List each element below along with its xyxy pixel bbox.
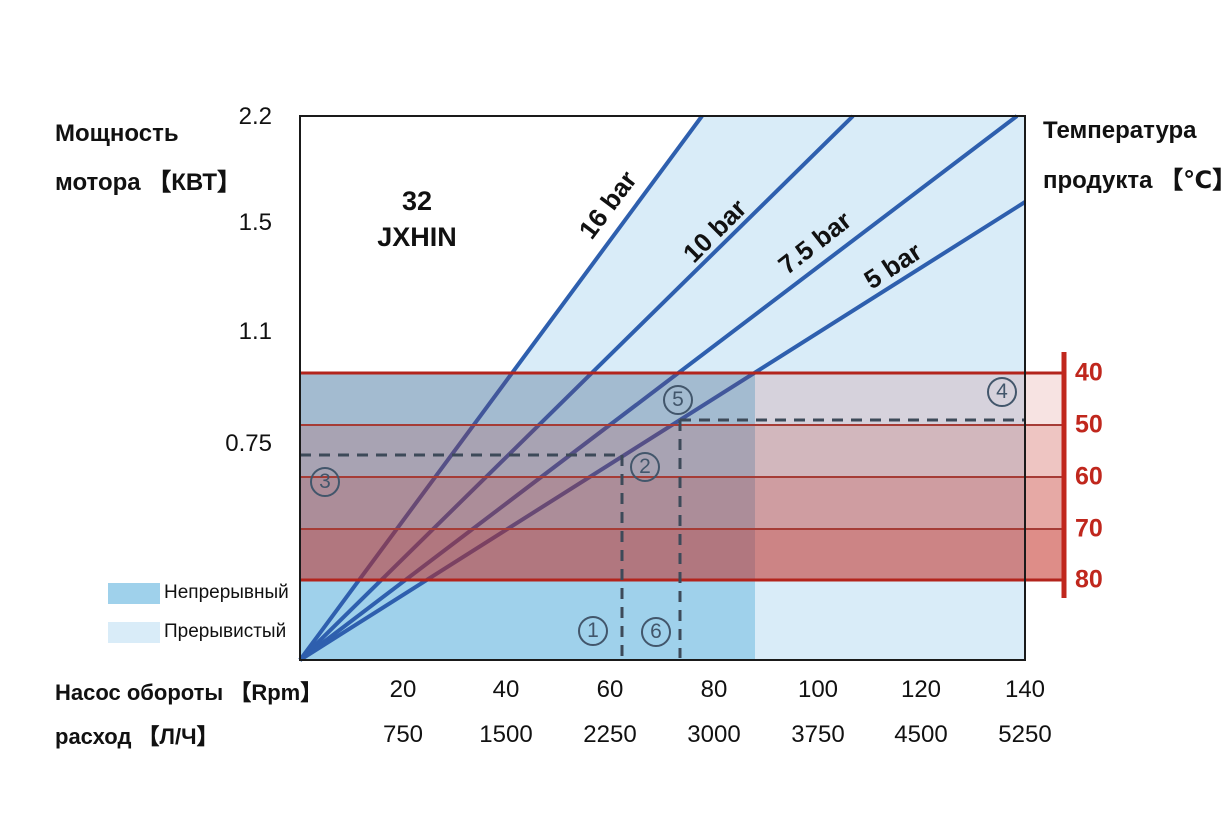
flow-tick-4500: 4500	[894, 721, 948, 748]
legend-item-continuous: Непрерывный	[108, 582, 289, 604]
legend-item-intermittent: Прерывистый	[108, 621, 286, 643]
flow-tick-2250: 2250	[583, 721, 637, 748]
rpm-axis-title: Насос обороты 【Rpm】	[55, 680, 323, 705]
legend-swatch-continuous	[108, 582, 160, 604]
marker-6: 6	[641, 617, 671, 647]
rpm-tick-20: 20	[389, 676, 417, 703]
temp-tick-60: 60	[1075, 462, 1103, 491]
rpm-tick-100: 100	[797, 676, 839, 703]
rpm-tick-40: 40	[492, 676, 520, 703]
guide-lines	[300, 418, 1025, 658]
flow-tick-1500: 1500	[479, 721, 533, 748]
temp-tick-40: 40	[1075, 358, 1103, 387]
rpm-tick-60: 60	[596, 676, 624, 703]
brand-name: JXHIN	[377, 222, 457, 252]
marker-4: 4	[987, 377, 1017, 407]
power-tick-1-1: 1.1	[238, 318, 272, 345]
temp-tick-70: 70	[1075, 514, 1103, 543]
power-tick-0-75: 0.75	[225, 430, 272, 457]
legend-label-continuous: Непрерывный	[164, 582, 289, 603]
temp-tick-50: 50	[1075, 410, 1103, 439]
legend-swatch-intermittent	[108, 621, 160, 643]
flow-tick-3000: 3000	[687, 721, 741, 748]
rpm-tick-120: 120	[900, 676, 942, 703]
flow-tick-5250: 5250	[998, 721, 1052, 748]
plot-border	[299, 115, 1026, 661]
temp-band-70-80	[300, 529, 1064, 580]
power-tick-1-5: 1.5	[238, 209, 272, 236]
power-tick-2-2: 2.2	[238, 103, 272, 130]
temp-band-60-70	[300, 477, 1064, 529]
marker-3: 3	[310, 467, 340, 497]
temp-axis-title-line1: Температура	[1043, 117, 1197, 144]
rpm-tick-80: 80	[700, 676, 728, 703]
flow-tick-750: 750	[382, 721, 424, 748]
rpm-tick-140: 140	[1004, 676, 1046, 703]
curve-5bar	[298, 200, 1027, 662]
model-number: 32	[401, 186, 433, 216]
temp-tick-80: 80	[1075, 565, 1103, 594]
flow-tick-3750: 3750	[791, 721, 845, 748]
marker-5: 5	[663, 385, 693, 415]
temp-axis-title-line2: продукта 【℃】	[1043, 167, 1232, 194]
flow-axis-title: расход 【Л/Ч】	[55, 724, 219, 749]
marker-1: 1	[578, 616, 608, 646]
legend-label-intermittent: Прерывистый	[164, 621, 287, 642]
marker-2: 2	[630, 452, 660, 482]
power-axis-title-line1: Мощность	[55, 120, 179, 147]
power-axis-title-line2: мотора 【КВТ】	[55, 169, 241, 196]
temp-band-50-60	[300, 425, 1064, 477]
